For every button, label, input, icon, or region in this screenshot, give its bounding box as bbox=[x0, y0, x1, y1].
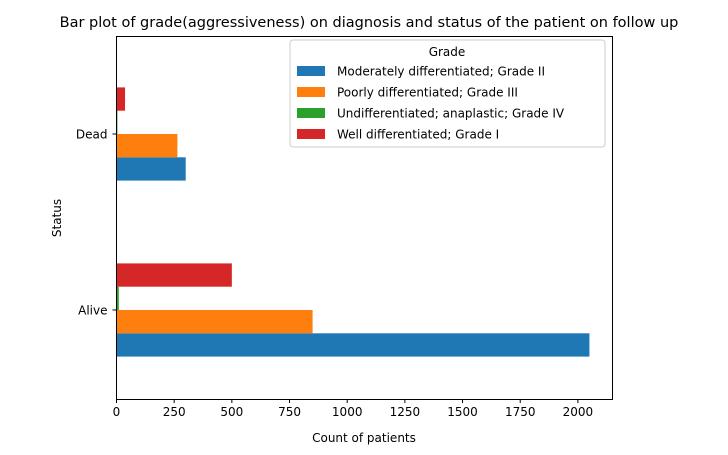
y-axis-label: Status bbox=[50, 199, 64, 237]
y-tick-label-alive: Alive bbox=[78, 304, 107, 318]
x-tick-label: 1000 bbox=[332, 405, 363, 419]
legend-frame bbox=[289, 39, 606, 148]
bar-alive-series-4 bbox=[116, 263, 232, 287]
legend-swatch bbox=[297, 108, 325, 118]
x-tick-label: 1250 bbox=[390, 405, 421, 419]
bar-alive-series-3 bbox=[116, 286, 119, 310]
bar-alive-series-1 bbox=[116, 333, 590, 357]
legend: Grade Moderately differentiated; Grade I… bbox=[289, 39, 606, 148]
legend-swatch bbox=[297, 129, 325, 139]
bar-dead-series-1 bbox=[116, 157, 186, 181]
legend-swatch bbox=[297, 66, 325, 76]
legend-label: Undifferentiated; anaplastic; Grade IV bbox=[337, 107, 565, 121]
legend-items: Moderately differentiated; Grade II Poorl… bbox=[297, 65, 565, 142]
y-tick-label-dead: Dead bbox=[76, 128, 108, 142]
y-ticks: Alive Dead bbox=[76, 128, 117, 318]
bar-dead-series-4 bbox=[116, 87, 126, 111]
legend-swatch bbox=[297, 87, 325, 97]
chart-title: Bar plot of grade(aggressiveness) on dia… bbox=[60, 15, 679, 31]
x-tick-label: 0 bbox=[113, 405, 121, 419]
x-tick-label: 250 bbox=[163, 405, 186, 419]
x-tick-label: 1750 bbox=[505, 405, 536, 419]
axes-frame bbox=[116, 36, 613, 400]
legend-label: Poorly differentiated; Grade III bbox=[337, 86, 518, 100]
x-axis-label: Count of patients bbox=[312, 431, 416, 445]
bar-alive-series-2 bbox=[116, 310, 313, 334]
x-ticks: 0 250 500 750 1000 1250 1500 1750 2000 bbox=[113, 399, 593, 419]
legend-label: Moderately differentiated; Grade II bbox=[337, 65, 545, 79]
legend-title: Grade bbox=[429, 45, 466, 59]
legend-label: Well differentiated; Grade I bbox=[337, 128, 499, 142]
x-tick-label: 750 bbox=[278, 405, 301, 419]
bar-dead-series-2 bbox=[116, 134, 178, 158]
bars-group bbox=[116, 87, 590, 357]
x-tick-label: 500 bbox=[220, 405, 243, 419]
x-tick-label: 1500 bbox=[447, 405, 478, 419]
x-tick-label: 2000 bbox=[563, 405, 594, 419]
